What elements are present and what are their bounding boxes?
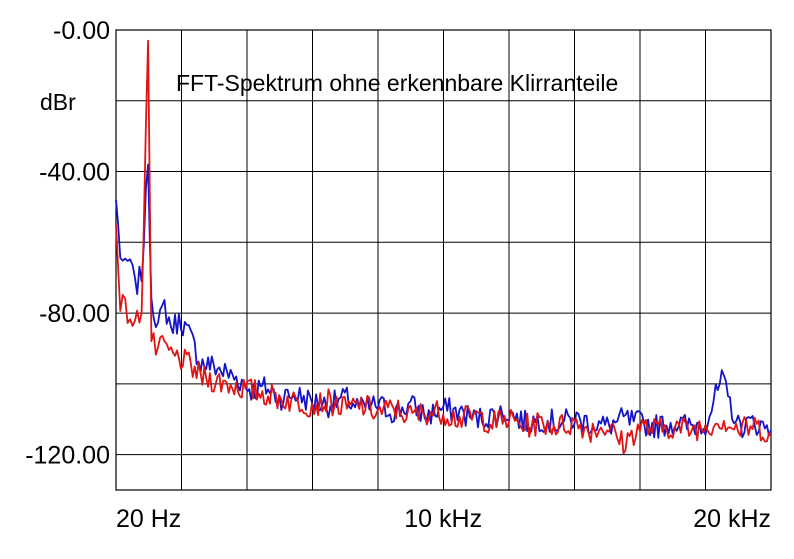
plot-frame xyxy=(115,29,772,491)
series-line-1 xyxy=(115,163,772,439)
x-tick-label: 20 kHz xyxy=(693,505,771,533)
y-tick-labels: -0.00 -40.00 -80.00 -120.00 xyxy=(25,17,110,470)
series-line-2 xyxy=(115,39,771,455)
chart-title: FFT-Spektrum ohne erkennbare Klirranteil… xyxy=(176,70,618,96)
y-tick-label: -0.00 xyxy=(53,17,110,45)
x-tick-labels: 20 Hz 10 kHz 20 kHz xyxy=(116,505,771,533)
x-tick-label: 10 kHz xyxy=(404,505,482,533)
y-tick-label: -80.00 xyxy=(39,300,110,328)
y-tick-label: -40.00 xyxy=(39,159,110,187)
grid xyxy=(115,29,772,491)
y-tick-label: -120.00 xyxy=(25,442,110,470)
x-tick-label: 20 Hz xyxy=(116,505,181,533)
series-lines xyxy=(115,39,772,455)
y-axis-label: dBr xyxy=(40,89,76,115)
